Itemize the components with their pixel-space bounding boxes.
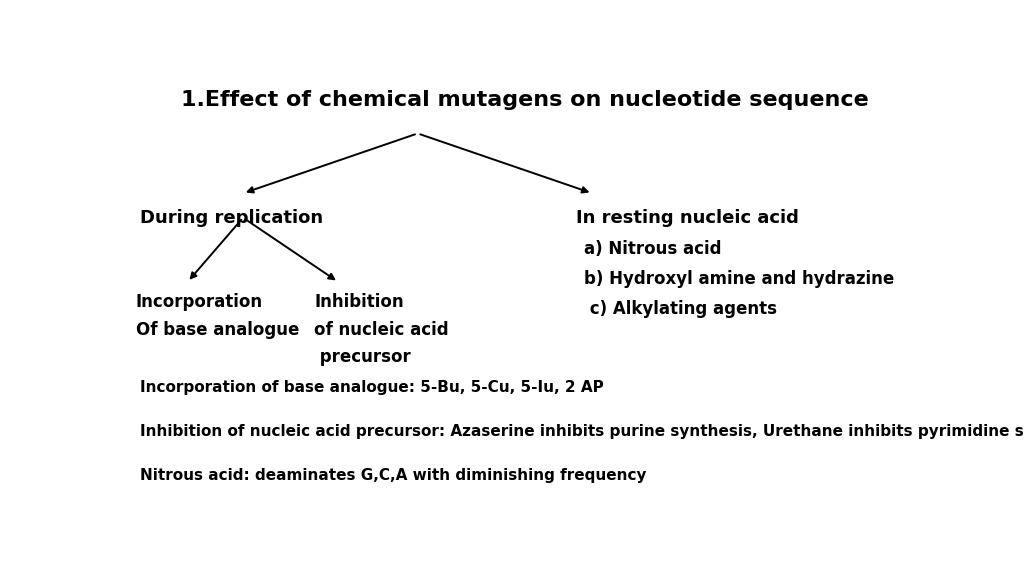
Text: In resting nucleic acid: In resting nucleic acid [577,209,800,227]
Text: b) Hydroxyl amine and hydrazine: b) Hydroxyl amine and hydrazine [585,270,895,288]
Text: precursor: precursor [314,348,412,366]
Text: Incorporation of base analogue: 5-Bu, 5-Cu, 5-Iu, 2 AP: Incorporation of base analogue: 5-Bu, 5-… [140,380,604,395]
Text: Incorporation: Incorporation [136,293,263,311]
Text: a) Nitrous acid: a) Nitrous acid [585,240,722,258]
Text: Inhibition of nucleic acid precursor: Azaserine inhibits purine synthesis, Ureth: Inhibition of nucleic acid precursor: Az… [140,424,1024,439]
Text: c) Alkylating agents: c) Alkylating agents [585,300,777,318]
Text: Nitrous acid: deaminates G,C,A with diminishing frequency: Nitrous acid: deaminates G,C,A with dimi… [140,468,646,483]
Text: During replication: During replication [140,209,323,227]
Text: 1.Effect of chemical mutagens on nucleotide sequence: 1.Effect of chemical mutagens on nucleot… [181,90,868,110]
Text: Inhibition: Inhibition [314,293,404,311]
Text: of nucleic acid: of nucleic acid [314,321,450,339]
Text: Of base analogue: Of base analogue [136,321,299,339]
